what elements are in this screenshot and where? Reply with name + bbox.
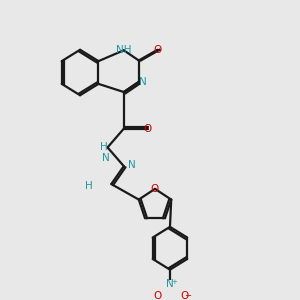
Text: NH: NH [116,45,131,55]
Text: O: O [143,124,152,134]
Text: O: O [151,184,159,194]
Text: O: O [154,291,162,300]
Text: O: O [181,291,189,300]
Text: N: N [166,279,174,290]
Text: N: N [102,153,110,163]
Text: −: − [184,291,191,300]
Text: N: N [139,77,146,87]
Text: H: H [85,181,93,191]
Text: O: O [153,45,162,55]
Text: H: H [100,142,108,152]
Text: +: + [171,279,177,285]
Text: N: N [128,160,135,170]
